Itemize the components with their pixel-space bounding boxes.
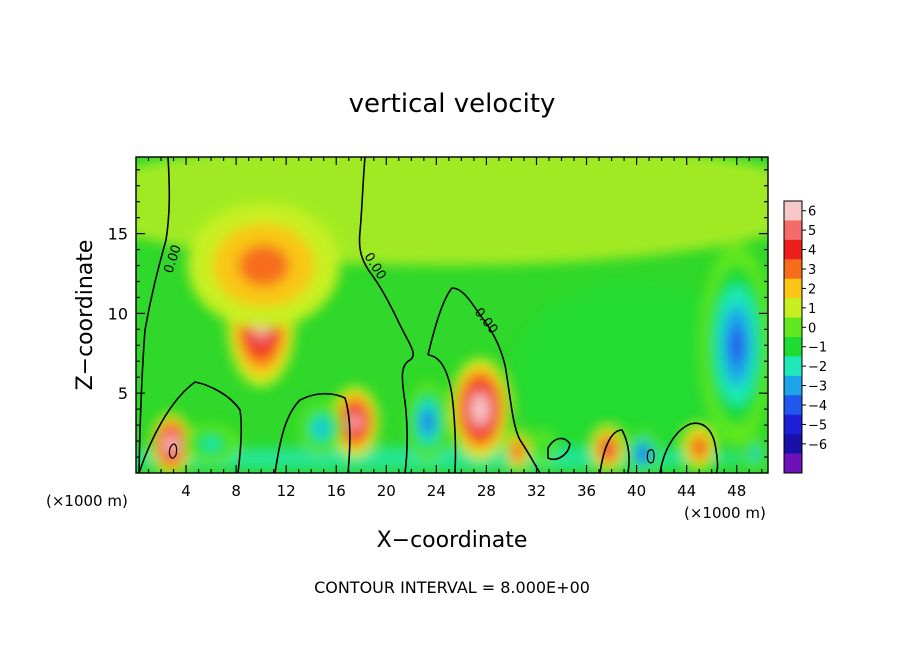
colorbar-label: 5 [808, 224, 816, 239]
x-tick-label: 24 [427, 482, 446, 500]
x-tick-label: 40 [627, 482, 646, 500]
colorbar-labels: 6 5 4 3 2 1 0 −1 −2 −3 −4 −5 −6 [808, 205, 827, 453]
velocity-field [136, 157, 768, 473]
field-cell [423, 413, 432, 430]
colorbar-swatch [784, 375, 802, 396]
colorbar-label: 4 [808, 244, 816, 259]
y-tick-label: 5 [118, 384, 128, 403]
plot-frame [135, 156, 769, 474]
zero-contour [138, 157, 171, 473]
colorbar-swatch [784, 239, 802, 260]
field-cell [514, 445, 521, 456]
field-cell [729, 325, 744, 366]
colorbar-swatch [784, 259, 802, 280]
x-unit-right: (×1000 m) [684, 504, 766, 522]
y-tick-label: 10 [108, 304, 128, 323]
colorbar-swatch [784, 453, 802, 474]
colorbar-swatch [784, 278, 802, 299]
colorbar-label: −4 [808, 399, 827, 414]
colorbar-swatch [784, 337, 802, 357]
x-tick-label: 32 [527, 482, 546, 500]
y-axis-tick-labels: 5 10 15 [108, 225, 128, 404]
colorbar-label: −6 [808, 438, 827, 453]
y-axis-ticks [136, 169, 768, 458]
y-axis-label: Z−coordinate [73, 240, 98, 391]
zero-contours [138, 157, 719, 473]
colorbar-label: 2 [808, 282, 816, 297]
contour-interval-note: CONTOUR INTERVAL = 8.000E+00 [314, 578, 590, 597]
x-tick-label: 16 [327, 482, 346, 500]
colorbar-frame [783, 200, 803, 474]
colorbar-label: 3 [808, 263, 816, 278]
zero-contour [358, 157, 415, 473]
field-cell [168, 439, 174, 449]
colorbar-label: −5 [808, 418, 827, 433]
colorbar-swatch [784, 201, 802, 221]
y-tick-label: 15 [108, 225, 128, 244]
zero-contour [547, 437, 571, 460]
x-tick-label: 4 [181, 482, 191, 500]
plot-area: 0.00 0.00 0.00 [136, 157, 768, 473]
field-region [511, 281, 762, 473]
field-cell [201, 437, 221, 451]
chart-title: vertical velocity [349, 89, 556, 119]
field-cell [238, 244, 290, 287]
zero-contour [599, 429, 630, 473]
zero-contour [138, 381, 243, 473]
x-axis-ticks [147, 157, 763, 473]
zero-contour [427, 354, 457, 473]
colorbar-label: −2 [808, 360, 827, 375]
colorbar-label: 0 [808, 321, 816, 336]
colorbar [783, 200, 806, 474]
colorbar-swatch [784, 298, 802, 319]
colorbar-label: 1 [808, 302, 816, 317]
x-tick-label: 36 [577, 482, 596, 500]
zero-contour [168, 443, 178, 459]
x-tick-label: 20 [377, 482, 396, 500]
colorbar-swatch [784, 356, 802, 377]
colorbar-swatch [784, 395, 802, 416]
colorbar-swatch [784, 220, 802, 241]
colorbar-swatch [784, 434, 802, 455]
colorbar-swatch [784, 317, 802, 338]
field-cell [351, 415, 360, 428]
field-cell [315, 421, 327, 436]
x-tick-label: 12 [277, 482, 296, 500]
zero-contour [427, 287, 541, 473]
field-cell [536, 440, 549, 458]
x-tick-label: 48 [727, 482, 746, 500]
zero-contour [646, 449, 655, 464]
x-unit-left: (×1000 m) [46, 492, 128, 510]
field-cell [475, 401, 485, 417]
field-cell [640, 450, 646, 458]
field-cell [695, 441, 704, 454]
x-tick-label: 44 [677, 482, 696, 500]
x-tick-label: 28 [477, 482, 496, 500]
zero-contour [659, 422, 719, 473]
x-axis-label: X−coordinate [377, 528, 528, 553]
colorbar-label: −1 [808, 341, 827, 356]
field-cell [752, 449, 758, 459]
x-axis-tick-labels: 4 8 12 16 20 24 28 32 36 40 44 48 [181, 482, 746, 500]
colorbar-label: 6 [808, 205, 816, 220]
zero-contour [274, 392, 351, 473]
colorbar-swatch [784, 414, 802, 435]
x-tick-label: 8 [231, 482, 241, 500]
colorbar-label: −3 [808, 380, 827, 395]
